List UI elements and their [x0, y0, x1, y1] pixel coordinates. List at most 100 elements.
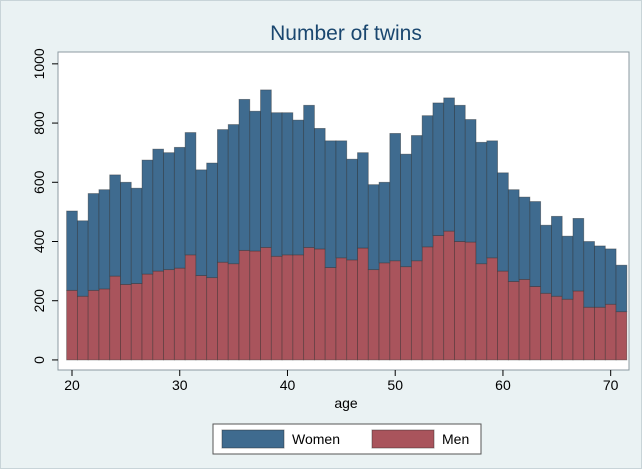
bar — [281, 112, 294, 256]
bar — [357, 247, 369, 361]
bar — [206, 277, 218, 361]
bar — [410, 260, 423, 361]
bar — [410, 135, 423, 262]
bar — [292, 254, 305, 361]
legend-label: Men — [442, 431, 469, 447]
bar — [303, 104, 315, 248]
bar — [184, 254, 197, 361]
bar — [217, 261, 229, 361]
bar — [615, 264, 628, 313]
bar — [249, 250, 261, 361]
bar — [249, 110, 261, 252]
bar — [87, 289, 100, 361]
bar — [206, 162, 218, 279]
bar — [464, 241, 477, 361]
bar — [400, 153, 412, 268]
x-tick-label: 50 — [387, 377, 403, 393]
bar — [540, 292, 552, 361]
bar — [195, 169, 208, 276]
bar — [421, 246, 434, 361]
bar — [475, 141, 488, 265]
x-tick-label: 40 — [280, 377, 296, 393]
y-tick-label: 0 — [31, 356, 47, 364]
bar — [421, 115, 434, 248]
bar — [357, 152, 369, 249]
bar — [270, 255, 283, 361]
bar — [432, 102, 445, 236]
y-tick-label: 400 — [31, 230, 47, 254]
bar — [389, 133, 402, 262]
bar — [184, 132, 197, 256]
bar — [260, 247, 272, 361]
bar — [87, 193, 100, 291]
bar — [130, 187, 143, 284]
bar — [324, 140, 337, 268]
bar — [561, 298, 574, 361]
bar — [378, 262, 391, 361]
bar — [66, 289, 78, 361]
bar — [529, 201, 542, 287]
bar — [551, 215, 563, 297]
bar — [551, 295, 563, 361]
legend-key — [371, 429, 435, 449]
bar — [464, 119, 477, 243]
bar — [152, 270, 164, 361]
bar — [486, 257, 498, 361]
bar — [572, 290, 585, 361]
x-tick-label: 30 — [172, 377, 188, 393]
bar — [572, 218, 585, 292]
bar — [475, 263, 488, 361]
bar — [76, 295, 89, 361]
bar — [443, 230, 455, 361]
bar — [486, 140, 498, 259]
bar — [292, 119, 305, 256]
bar — [281, 254, 294, 361]
bar — [227, 263, 240, 361]
bar — [507, 189, 520, 282]
bar — [454, 104, 466, 242]
chart-title: Number of twins — [270, 22, 422, 45]
bar — [120, 181, 132, 285]
bar — [583, 306, 595, 361]
bar — [507, 281, 520, 361]
bar — [540, 224, 552, 294]
y-tick-label: 600 — [31, 170, 47, 194]
bar — [314, 127, 326, 250]
x-tick-label: 20 — [64, 377, 80, 393]
legend-key — [221, 429, 285, 449]
x-tick-label: 70 — [603, 377, 619, 393]
bar — [270, 112, 283, 257]
bar — [583, 241, 595, 308]
bar — [604, 248, 617, 305]
bar — [594, 306, 606, 361]
bar — [238, 249, 251, 361]
bar — [529, 286, 542, 361]
bar — [561, 235, 574, 300]
bar — [367, 184, 380, 271]
bar — [195, 275, 208, 361]
bar — [141, 273, 154, 361]
bar — [518, 278, 531, 361]
bar — [454, 241, 466, 361]
bar — [109, 275, 121, 361]
bar — [346, 259, 358, 361]
bar — [378, 181, 391, 264]
bar — [173, 267, 186, 361]
bar — [324, 267, 337, 361]
bar — [497, 270, 509, 361]
bar — [303, 247, 315, 361]
y-tick-label: 800 — [31, 111, 47, 135]
bar — [163, 269, 175, 361]
bar — [109, 174, 121, 277]
x-axis-title: age — [334, 395, 358, 411]
bar — [615, 311, 628, 361]
bar — [518, 196, 531, 280]
bar — [594, 245, 606, 308]
bar — [432, 235, 445, 361]
bar — [130, 283, 143, 361]
bar — [98, 189, 111, 290]
bar — [314, 248, 326, 361]
bar — [98, 288, 111, 361]
y-tick-label: 1000 — [31, 48, 47, 79]
